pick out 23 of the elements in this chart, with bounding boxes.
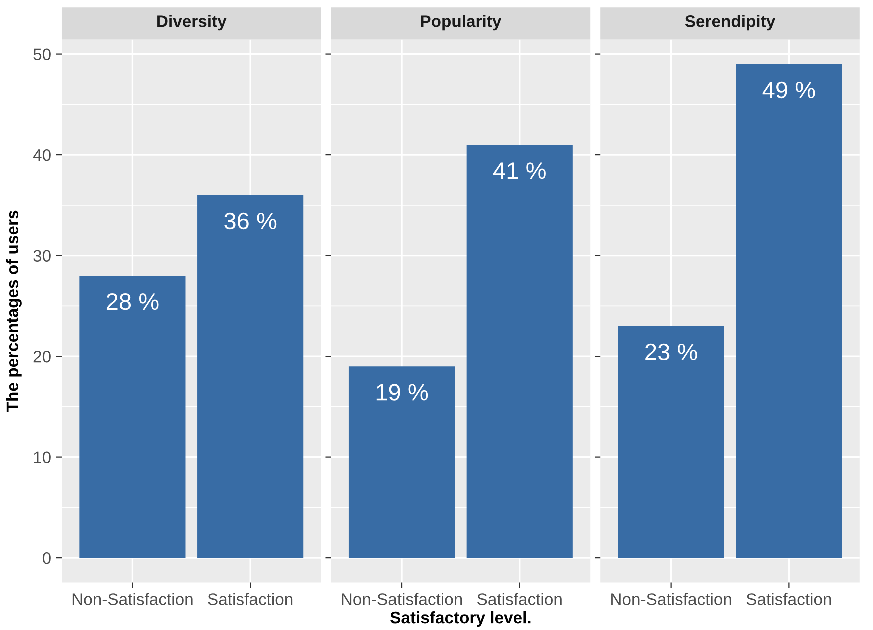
data-label: 19 % bbox=[376, 384, 428, 401]
y-tick-label: 10 bbox=[34, 452, 51, 464]
data-label: 23 % bbox=[646, 344, 698, 361]
x-tick-label: Satisfaction bbox=[746, 593, 832, 606]
x-tick-label: Non-Satisfaction bbox=[612, 593, 732, 606]
x-tick-label: Non-Satisfaction bbox=[72, 593, 193, 606]
y-tick-label: 30 bbox=[34, 250, 51, 262]
chart-title: Serendipity bbox=[685, 15, 776, 31]
chart-title: Diversity bbox=[158, 15, 227, 31]
y-tick-label: 0 bbox=[42, 552, 51, 564]
data-label: 41 % bbox=[494, 162, 546, 180]
x-tick-label: Satisfaction bbox=[478, 593, 562, 606]
data-label: 36 % bbox=[224, 212, 277, 230]
x-tick-label: Non-Satisfaction bbox=[342, 593, 462, 606]
y-tick-label: 20 bbox=[34, 350, 51, 363]
data-label: 28 % bbox=[106, 293, 159, 310]
chart-title: Popularity bbox=[421, 15, 502, 31]
data-label: 49 % bbox=[762, 82, 816, 99]
x-tick-label: Satisfaction bbox=[208, 593, 293, 606]
y-tick-label: 40 bbox=[33, 149, 51, 162]
y-axis-title: The percentages of users bbox=[6, 210, 22, 412]
y-tick-label: 50 bbox=[34, 48, 51, 60]
x-axis-title: Satisfactory level. bbox=[390, 611, 531, 628]
